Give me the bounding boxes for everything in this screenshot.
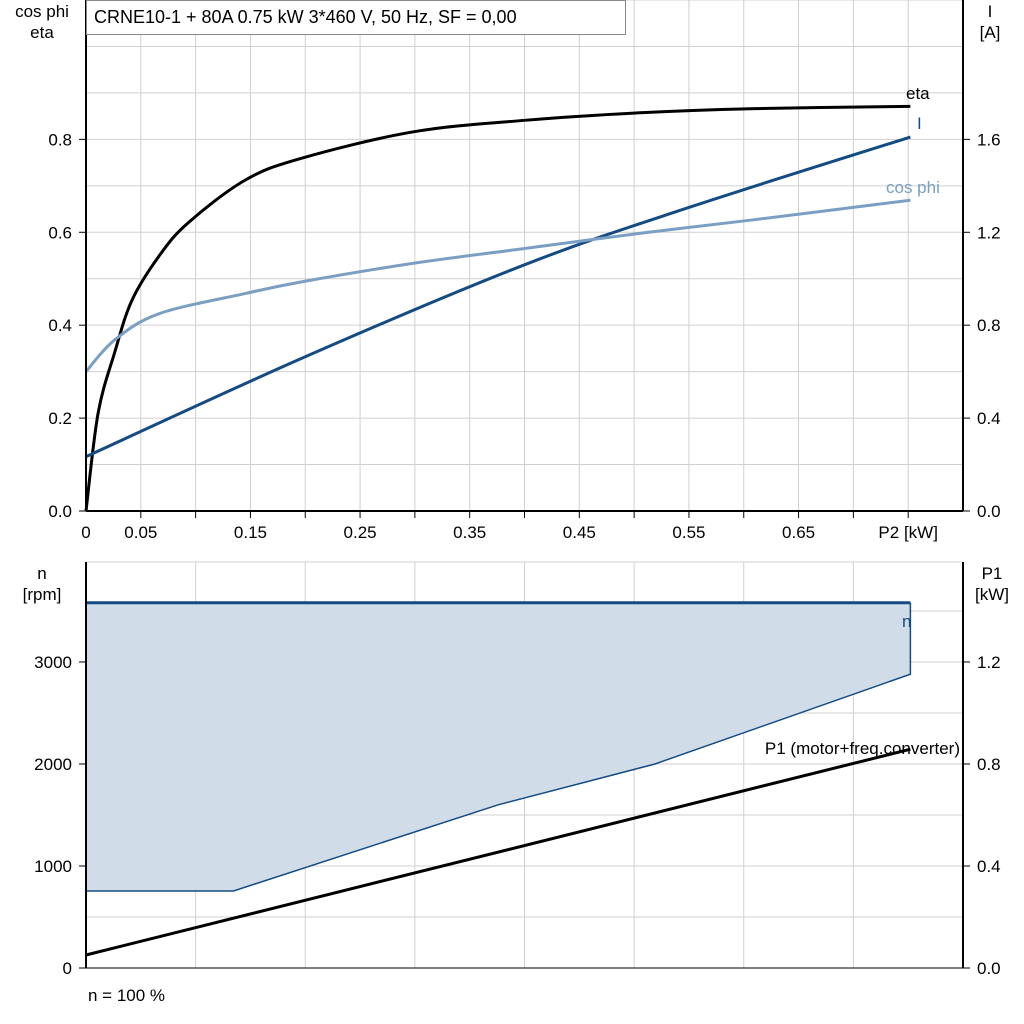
x-tick-label: 0.65 (782, 523, 815, 542)
y-left-tick-label: 0.4 (48, 316, 72, 335)
y-right-axis-label: [kW] (975, 585, 1009, 604)
y-left-axis-label: n (37, 564, 46, 583)
x-tick-label: 0.25 (344, 523, 377, 542)
y-left-tick-label: 2000 (34, 755, 72, 774)
title-box (86, 0, 626, 35)
y-right-tick-label: 0.8 (977, 755, 1001, 774)
series-line-eta (84, 104, 911, 512)
y-right-tick-label: 1.2 (977, 223, 1001, 242)
footer-note: n = 100 % (88, 986, 165, 1005)
y-left-axis-label: eta (30, 23, 54, 42)
x-tick-label: 0.05 (124, 523, 157, 542)
y-right-tick-label: 0.0 (977, 502, 1001, 521)
y-left-tick-label: 0 (63, 959, 72, 978)
y-right-tick-label: 0.4 (977, 857, 1001, 876)
series-line-P1 (85, 747, 911, 957)
axes: 0 0.05 0.15 0.25 0.35 0.45 0.55 0.65 P2 [kW] 0.0 0… (15, 0, 1009, 978)
y-right-axis-label: P1 (982, 564, 1003, 583)
y-right-tick-label: 0.0 (977, 959, 1001, 978)
y-left-tick-label: 0.6 (48, 223, 72, 242)
x-tick-label: 0.15 (234, 523, 267, 542)
n-min-boundary-line (86, 602, 912, 892)
series-label-P1: P1 (motor+freq.converter) (765, 739, 960, 758)
y-right-tick-label: 0.8 (977, 316, 1001, 335)
y-right-tick-label: 0.4 (977, 409, 1001, 428)
y-left-axis-label: cos phi (15, 2, 69, 21)
y-left-tick-label: 3000 (34, 653, 72, 672)
x-tick-label: 0 (81, 523, 90, 542)
y-left-axis-label: [rpm] (23, 585, 62, 604)
chart-title: CRNE10-1 + 80A 0.75 kW 3*460 V, 50 Hz, S… (94, 7, 517, 27)
series-line-I (85, 135, 911, 459)
series-label-cos-phi: cos phi (886, 178, 940, 197)
y-right-axis-label: I (988, 2, 993, 21)
top-grid (86, 0, 963, 511)
series-label-I: I (917, 114, 922, 133)
y-left-tick-label: 1000 (34, 857, 72, 876)
y-left-tick-label: 0.8 (48, 130, 72, 149)
x-tick-label: 0.35 (453, 523, 486, 542)
x-tick-label: 0.45 (563, 523, 596, 542)
y-right-tick-label: 1.2 (977, 653, 1001, 672)
n-operating-band (86, 602, 911, 891)
y-right-tick-label: 1.6 (977, 130, 1001, 149)
x-tick-label: 0.55 (672, 523, 705, 542)
x-tick-label: P2 [kW] (878, 523, 938, 542)
y-right-axis-label: [A] (980, 23, 1001, 42)
y-left-tick-label: 0.0 (48, 502, 72, 521)
y-left-tick-label: 0.2 (48, 409, 72, 428)
series-line-cos-phi (84, 198, 911, 373)
series-label-n: n (902, 612, 911, 631)
series-label-eta: eta (906, 84, 930, 103)
